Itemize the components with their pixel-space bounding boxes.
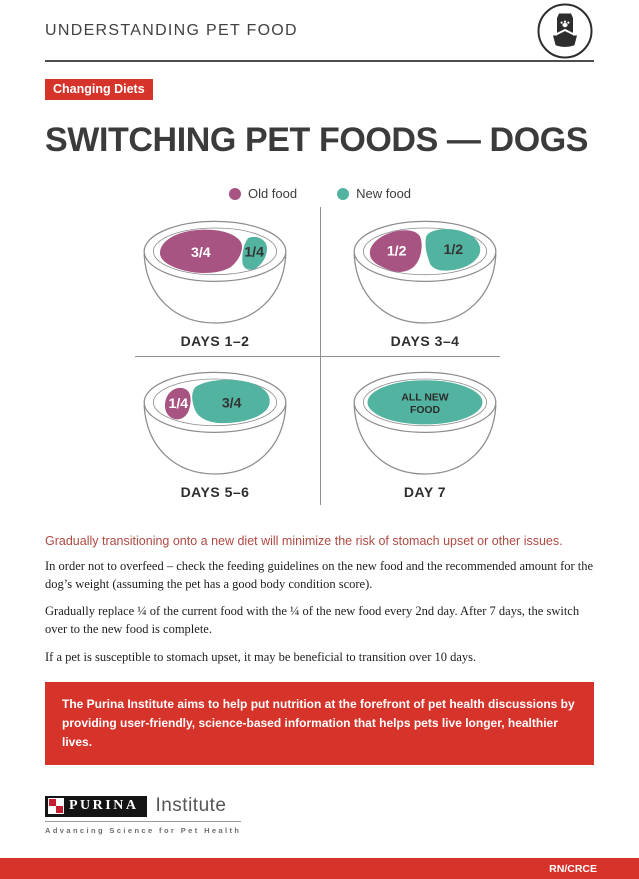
body-paragraph: Gradually replace ¼ of the current food … [45,604,580,637]
institute-label: Institute [155,795,227,817]
brand-name: PURINA [69,798,139,814]
all-new-food-label-line2: FOOD [410,405,441,416]
bowl-diagram-days-5-6: 1/4 3/4 [143,371,287,475]
legend-new-label: New food [356,186,412,201]
footer-code: RN/CRCE [549,862,597,875]
highlight-text: Gradually transitioning onto a new diet … [45,534,563,548]
body-paragraph: In order not to overfeed – check the fee… [45,559,594,592]
new-portion-label: 1/4 [244,244,264,260]
old-portion-label: 1/2 [387,244,407,260]
header-divider [45,60,594,62]
bowl-diagram-days-3-4: 1/2 1/2 [353,220,497,324]
header-title: UNDERSTANDING PET FOOD [45,22,298,39]
all-new-food-label-line1: ALL NEW [401,393,448,404]
section-badge: Changing Diets [45,79,153,100]
bowl-cell-days-5-6: 1/4 3/4 DAYS 5–6 [110,356,320,507]
legend-old-label: Old food [247,186,298,201]
logo-row: PURINA Institute [45,795,241,817]
page: UNDERSTANDING PET FOOD Changing Diets SW… [45,0,594,835]
bowl-caption: DAY 7 [403,484,447,500]
page-title: SWITCHING PET FOODS — DOGS [45,121,589,159]
bowls-grid: 3/4 1/4 DAYS 1–2 1/2 1/2 DAYS 3–4 [110,205,530,507]
old-food-portion [160,229,243,273]
new-food-portion [425,229,481,271]
new-food-dot-icon [337,187,350,200]
footer-bar: RN/CRCE [0,858,639,879]
new-food-portion [192,379,270,424]
brand-tagline: Advancing Science for Pet Health [45,821,242,835]
body-paragraph: If a pet is susceptible to stomach upset… [45,649,477,664]
old-food-portion [164,387,191,420]
pet-food-bag-bowl-icon [537,3,593,59]
new-portion-label: 3/4 [222,395,242,411]
old-food-portion [369,230,422,272]
bowl-diagram-day-7: ALL NEW FOOD [353,371,497,475]
legend-item-old-food: Old food [228,186,298,201]
old-food-dot-icon [228,187,241,200]
new-food-portion [242,236,267,270]
purina-institute-logo: PURINA Institute Advancing Science for P… [45,795,242,835]
checkerboard-icon [48,798,64,815]
bowl-cell-days-3-4: 1/2 1/2 DAYS 3–4 [320,205,530,356]
purina-logo-box: PURINA [45,795,148,817]
bowl-diagram-days-1-2: 3/4 1/4 [143,220,287,324]
bowl-caption: DAYS 5–6 [180,484,250,500]
new-food-portion [367,380,483,425]
bowl-caption: DAYS 1–2 [180,333,250,349]
bowl-cell-days-1-2: 3/4 1/4 DAYS 1–2 [110,205,320,356]
bowl-caption: DAYS 3–4 [390,333,460,349]
page-header: UNDERSTANDING PET FOOD [45,0,594,60]
old-portion-label: 3/4 [191,245,211,261]
bowl-cell-day-7: ALL NEW FOOD DAY 7 [320,356,530,507]
body-text: In order not to overfeed – check the fee… [45,557,594,666]
callout-box: The Purina Institute aims to help put nu… [45,681,594,766]
new-portion-label: 1/2 [443,242,463,258]
legend: Old food New food [110,186,530,201]
old-portion-label: 1/4 [168,396,188,412]
legend-item-new-food: New food [337,186,411,201]
